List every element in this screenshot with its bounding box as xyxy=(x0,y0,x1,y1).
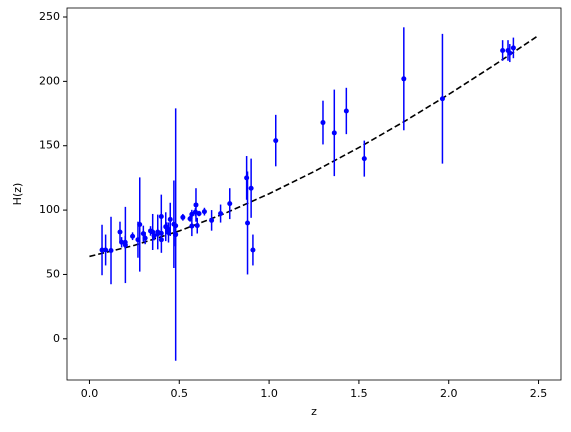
data-point xyxy=(439,96,445,102)
x-tick-label: 0.0 xyxy=(81,387,99,400)
data-point xyxy=(189,211,195,217)
data-point xyxy=(343,108,349,114)
data-point xyxy=(510,45,516,51)
data-point xyxy=(135,237,141,243)
data-point xyxy=(165,227,171,233)
data-point xyxy=(331,130,337,136)
x-tick-label: 2.5 xyxy=(530,387,548,400)
data-point xyxy=(103,247,109,253)
y-tick-label: 50 xyxy=(46,267,60,280)
x-tick-label: 2.0 xyxy=(440,387,458,400)
data-point xyxy=(201,209,207,215)
data-point xyxy=(245,220,251,226)
data-point xyxy=(196,211,202,217)
data-point xyxy=(273,138,279,144)
data-point xyxy=(137,222,143,228)
plot-frame xyxy=(66,7,562,381)
data-point xyxy=(361,156,367,162)
data-point xyxy=(167,216,173,222)
data-point xyxy=(99,247,105,253)
data-point xyxy=(227,201,233,207)
data-point xyxy=(187,216,193,222)
data-point xyxy=(194,223,200,229)
data-point xyxy=(142,235,148,241)
y-tick-label: 250 xyxy=(39,10,60,23)
data-point xyxy=(173,232,179,238)
y-axis-label: H(z) xyxy=(11,183,24,206)
model-line xyxy=(89,34,539,258)
y-tick-label: 100 xyxy=(39,203,60,216)
data-point xyxy=(130,233,136,239)
data-point xyxy=(140,231,146,237)
data-point xyxy=(193,202,199,208)
data-point xyxy=(108,248,114,254)
data-point xyxy=(117,229,123,235)
data-point xyxy=(218,211,224,217)
data-point xyxy=(401,76,407,82)
data-point xyxy=(180,214,186,220)
x-tick-label: 1.0 xyxy=(260,387,278,400)
data-point xyxy=(158,214,164,220)
x-tick-label: 0.5 xyxy=(171,387,189,400)
data-point xyxy=(150,229,156,235)
y-tick-label: 0 xyxy=(53,332,60,345)
data-point xyxy=(320,120,326,126)
data-point xyxy=(122,242,128,248)
data-point xyxy=(248,185,254,191)
data-point xyxy=(158,237,164,243)
data-point xyxy=(244,175,250,181)
data-point xyxy=(500,47,506,53)
data-point xyxy=(158,230,164,236)
data-point xyxy=(250,247,256,253)
data-point xyxy=(189,223,195,229)
data-point xyxy=(119,239,125,245)
y-tick-label: 200 xyxy=(39,74,60,87)
data-point xyxy=(173,223,179,229)
x-tick-label: 1.5 xyxy=(350,387,368,400)
data-point xyxy=(209,217,215,223)
data-point xyxy=(507,50,513,56)
x-axis-label: z xyxy=(311,405,317,418)
y-tick-label: 150 xyxy=(39,139,60,152)
